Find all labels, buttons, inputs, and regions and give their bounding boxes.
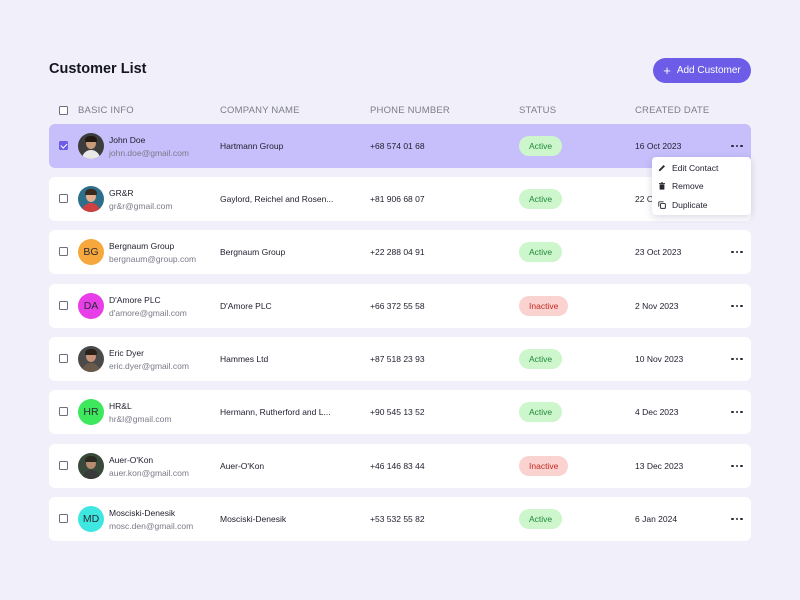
phone-number: +46 146 83 44 [370, 461, 425, 471]
created-date: 16 Oct 2023 [635, 141, 682, 151]
menu-item-duplicate[interactable]: Duplicate [658, 197, 748, 213]
row-checkbox[interactable] [59, 194, 68, 203]
customer-email: auer.kon@gmail.com [109, 468, 189, 478]
menu-item-label: Duplicate [672, 200, 708, 210]
company-name: Auer-O'Kon [220, 461, 265, 471]
company-name: Mosciski-Denesik [220, 514, 287, 524]
table-row[interactable]: BG Bergnaum Group bergnaum@group.com Bergna… [49, 230, 751, 274]
menu-item-label: Remove [672, 181, 704, 191]
avatar: MD [78, 506, 104, 532]
status-badge: Inactive [519, 296, 569, 316]
more-options-icon[interactable] [729, 245, 745, 259]
customer-email: eric.dyer@gmail.com [109, 361, 189, 371]
customer-email: gr&r@gmail.com [109, 201, 173, 211]
row-context-menu: Edit Contact Remove Duplicate [652, 157, 751, 215]
created-date: 6 Jan 2024 [635, 514, 678, 524]
customer-name: D'Amore PLC [109, 295, 161, 305]
status-badge: Active [519, 402, 563, 422]
avatar [78, 453, 104, 479]
company-name: D'Amore PLC [220, 301, 272, 311]
more-options-icon[interactable] [729, 459, 745, 473]
header-basic-info[interactable]: BASIC INFO [78, 105, 134, 116]
company-name: Hartmann Group [220, 141, 284, 151]
customer-name: HR&L [109, 401, 132, 411]
customer-email: d'amore@gmail.com [109, 308, 187, 318]
status-badge: Inactive [519, 456, 569, 476]
status-badge: Active [519, 242, 563, 262]
customer-email: mosc.den@gmail.com [109, 521, 194, 531]
menu-item-edit-contact[interactable]: Edit Contact [658, 160, 748, 176]
more-options-icon[interactable] [729, 139, 745, 153]
row-checkbox[interactable] [59, 141, 68, 150]
pencil-icon [658, 165, 665, 172]
avatar: HR [78, 399, 104, 425]
phone-number: +81 906 68 07 [370, 194, 425, 204]
header-status[interactable]: STATUS [519, 105, 557, 116]
more-options-icon[interactable] [729, 299, 745, 313]
row-checkbox[interactable] [59, 354, 68, 363]
row-checkbox[interactable] [59, 301, 68, 310]
menu-item-remove[interactable]: Remove [658, 178, 748, 194]
header-phone-number[interactable]: PHONE NUMBER [370, 105, 450, 116]
customer-name: Auer-O'Kon [109, 455, 154, 465]
status-badge: Active [519, 189, 563, 209]
customer-name: John Doe [109, 135, 146, 145]
phone-number: +66 372 55 58 [370, 301, 425, 311]
more-options-icon[interactable] [729, 405, 745, 419]
copy-icon [658, 201, 666, 209]
more-options-icon[interactable] [729, 352, 745, 366]
avatar: BG [78, 239, 104, 265]
more-options-icon[interactable] [729, 512, 745, 526]
table-row[interactable]: GR&R gr&r@gmail.com Gaylord, Reichel and R… [49, 177, 751, 221]
phone-number: +90 545 13 52 [370, 407, 425, 417]
created-date: 4 Dec 2023 [635, 407, 679, 417]
add-customer-button[interactable]: + Add Customer [653, 58, 751, 83]
page-title: Customer List [49, 61, 147, 77]
status-badge: Active [519, 349, 563, 369]
table-row[interactable]: HR HR&L hr&l@gmail.com Hermann, Rutherford … [49, 390, 751, 434]
table-row[interactable]: MD Mosciski-Denesik mosc.den@gmail.com Mosc… [49, 497, 751, 541]
row-checkbox[interactable] [59, 247, 68, 256]
table-header: BASIC INFO COMPANY NAME PHONE NUMBER STA… [49, 100, 751, 120]
created-date: 10 Nov 2023 [635, 354, 684, 364]
avatar [78, 346, 104, 372]
row-checkbox[interactable] [59, 407, 68, 416]
company-name: Hermann, Rutherford and L... [220, 407, 331, 417]
customer-name: GR&R [109, 188, 134, 198]
status-badge: Active [519, 509, 563, 529]
table-row[interactable]: Auer-O'Kon auer.kon@gmail.com Auer-O'Kon +4… [49, 444, 751, 488]
created-date: 2 Nov 2023 [635, 301, 679, 311]
avatar [78, 133, 104, 159]
header-created-date[interactable]: CREATED DATE [635, 105, 710, 116]
plus-icon: + [663, 62, 671, 78]
header-company-name[interactable]: COMPANY NAME [220, 105, 300, 116]
avatar [78, 186, 104, 212]
customer-email: john.doe@gmail.com [109, 148, 189, 158]
table-row[interactable]: John Doe john.doe@gmail.com Hartmann Group… [49, 124, 751, 168]
company-name: Gaylord, Reichel and Rosen... [220, 194, 334, 204]
row-checkbox[interactable] [59, 461, 68, 470]
company-name: Bergnaum Group [220, 247, 286, 257]
customer-name: Bergnaum Group [109, 241, 175, 251]
table-row[interactable]: DA D'Amore PLC d'amore@gmail.com D'Amore PL… [49, 284, 751, 328]
customer-name: Eric Dyer [109, 348, 144, 358]
customer-name: Mosciski-Denesik [109, 508, 176, 518]
status-badge: Active [519, 136, 563, 156]
customer-email: hr&l@gmail.com [109, 414, 172, 424]
row-checkbox[interactable] [59, 514, 68, 523]
customer-email: bergnaum@group.com [109, 254, 197, 264]
phone-number: +87 518 23 93 [370, 354, 425, 364]
created-date: 23 Oct 2023 [635, 247, 682, 257]
avatar: DA [78, 293, 104, 319]
phone-number: +53 532 55 82 [370, 514, 425, 524]
company-name: Hammes Ltd [220, 354, 269, 364]
menu-item-label: Edit Contact [672, 163, 719, 173]
select-all-checkbox[interactable] [59, 106, 68, 115]
phone-number: +68 574 01 68 [370, 141, 425, 151]
add-customer-label: Add Customer [676, 65, 741, 76]
created-date: 13 Dec 2023 [635, 461, 684, 471]
table-row[interactable]: Eric Dyer eric.dyer@gmail.com Hammes Ltd +8… [49, 337, 751, 381]
trash-icon [658, 182, 666, 190]
phone-number: +22 288 04 91 [370, 247, 425, 257]
